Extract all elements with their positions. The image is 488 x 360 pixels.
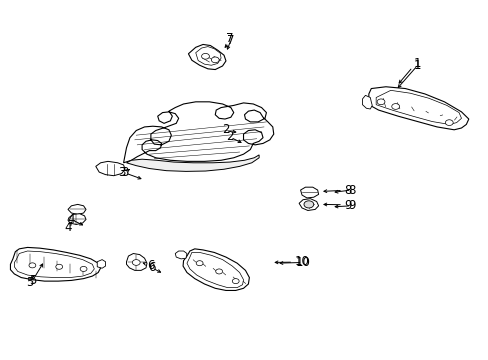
Circle shape	[232, 279, 239, 284]
Circle shape	[215, 269, 222, 274]
Circle shape	[391, 104, 399, 109]
Text: 8: 8	[347, 184, 355, 197]
Polygon shape	[14, 251, 94, 278]
Polygon shape	[188, 44, 225, 69]
Text: 6: 6	[148, 261, 155, 274]
Text: 2: 2	[225, 130, 233, 144]
Polygon shape	[68, 204, 86, 215]
Text: 4: 4	[64, 221, 72, 234]
Text: 1: 1	[413, 59, 421, 72]
Polygon shape	[96, 161, 125, 176]
Circle shape	[80, 266, 87, 271]
Polygon shape	[175, 251, 186, 259]
Text: 7: 7	[225, 32, 233, 45]
Text: 10: 10	[295, 256, 310, 269]
Polygon shape	[183, 249, 249, 291]
Text: 7: 7	[226, 33, 234, 47]
Text: 5: 5	[29, 274, 36, 287]
Circle shape	[201, 53, 209, 59]
Circle shape	[56, 264, 62, 269]
Circle shape	[211, 57, 219, 63]
Polygon shape	[362, 95, 371, 109]
Circle shape	[304, 201, 313, 208]
Circle shape	[132, 260, 140, 265]
Text: 3: 3	[121, 166, 128, 179]
Polygon shape	[299, 199, 318, 211]
Text: 9: 9	[344, 199, 351, 212]
Polygon shape	[195, 46, 221, 65]
Polygon shape	[97, 260, 105, 268]
Text: 1: 1	[413, 57, 421, 70]
Polygon shape	[123, 102, 273, 163]
Text: 4: 4	[67, 213, 75, 226]
Polygon shape	[10, 247, 101, 281]
Polygon shape	[68, 214, 86, 225]
Text: 8: 8	[344, 184, 351, 197]
Polygon shape	[375, 90, 461, 125]
Text: 2: 2	[222, 123, 229, 136]
Polygon shape	[126, 253, 147, 270]
Text: 5: 5	[26, 276, 34, 289]
Text: 9: 9	[347, 199, 355, 212]
Text: 6: 6	[147, 259, 154, 272]
Polygon shape	[186, 252, 243, 288]
Text: 10: 10	[294, 255, 309, 268]
Circle shape	[445, 120, 452, 126]
Circle shape	[376, 99, 384, 105]
Text: 3: 3	[118, 166, 125, 179]
Polygon shape	[368, 87, 468, 130]
Polygon shape	[300, 187, 318, 198]
Circle shape	[29, 263, 36, 268]
Polygon shape	[126, 155, 259, 171]
Circle shape	[196, 261, 203, 266]
